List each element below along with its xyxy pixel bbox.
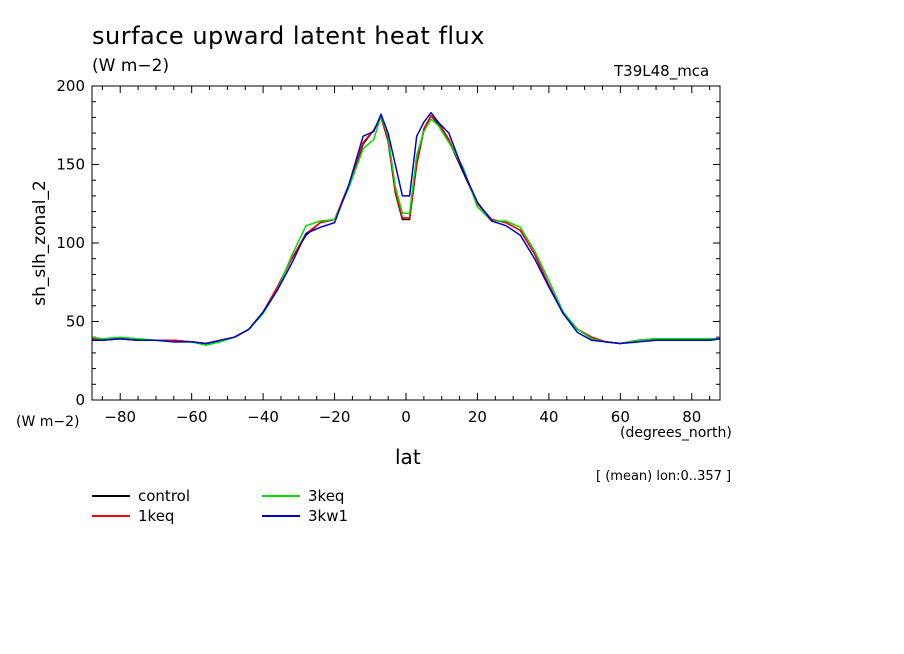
x-axis-label: lat (395, 445, 421, 469)
tick-labels: −80 −60 −40 −20 0 20 40 60 80 0 50 100 150 200 (56, 77, 701, 426)
chart-title: surface upward latent heat flux (92, 22, 485, 50)
legend-label: 3keq (308, 487, 345, 505)
x-tick-label: −80 (104, 408, 136, 426)
x-tick-label: 0 (401, 408, 411, 426)
x-axis-units: (degrees_north) (620, 425, 732, 441)
series-line-3keq (91, 115, 720, 346)
series-line-control (91, 115, 721, 345)
x-tick-label: 60 (611, 408, 630, 426)
legend-label: control (138, 487, 190, 505)
series-lines (91, 111, 721, 346)
y-tick-label: 0 (75, 391, 85, 409)
y-tick-label: 200 (56, 77, 85, 95)
legend-swatch (262, 515, 300, 517)
plot-frame (91, 85, 721, 401)
y-tick-label: 150 (56, 156, 85, 174)
legend-label: 1keq (138, 507, 175, 525)
legend-swatch (92, 515, 130, 517)
chart-units: (W m−2) (92, 56, 170, 76)
series-line-1keq (91, 115, 721, 345)
legend-label: 3kw1 (308, 507, 349, 525)
mean-note: [ (mean) lon:0..357 ] (596, 469, 732, 484)
y-tick-label: 100 (56, 234, 85, 252)
series-line-3kw1 (92, 111, 721, 345)
x-tick-label: −60 (176, 408, 208, 426)
y-axis-units: (W m−2) (16, 414, 80, 430)
y-tick-label: 50 (66, 313, 85, 331)
legend-swatch (92, 495, 130, 497)
x-tick-label: −40 (247, 408, 279, 426)
model-label: T39L48_mca (614, 62, 710, 80)
x-tick-label: 20 (468, 408, 487, 426)
axis-ticks (92, 85, 720, 401)
x-tick-label: 80 (682, 408, 701, 426)
x-tick-label: −20 (319, 408, 351, 426)
x-tick-label: 40 (539, 408, 558, 426)
legend-swatch (262, 495, 300, 497)
